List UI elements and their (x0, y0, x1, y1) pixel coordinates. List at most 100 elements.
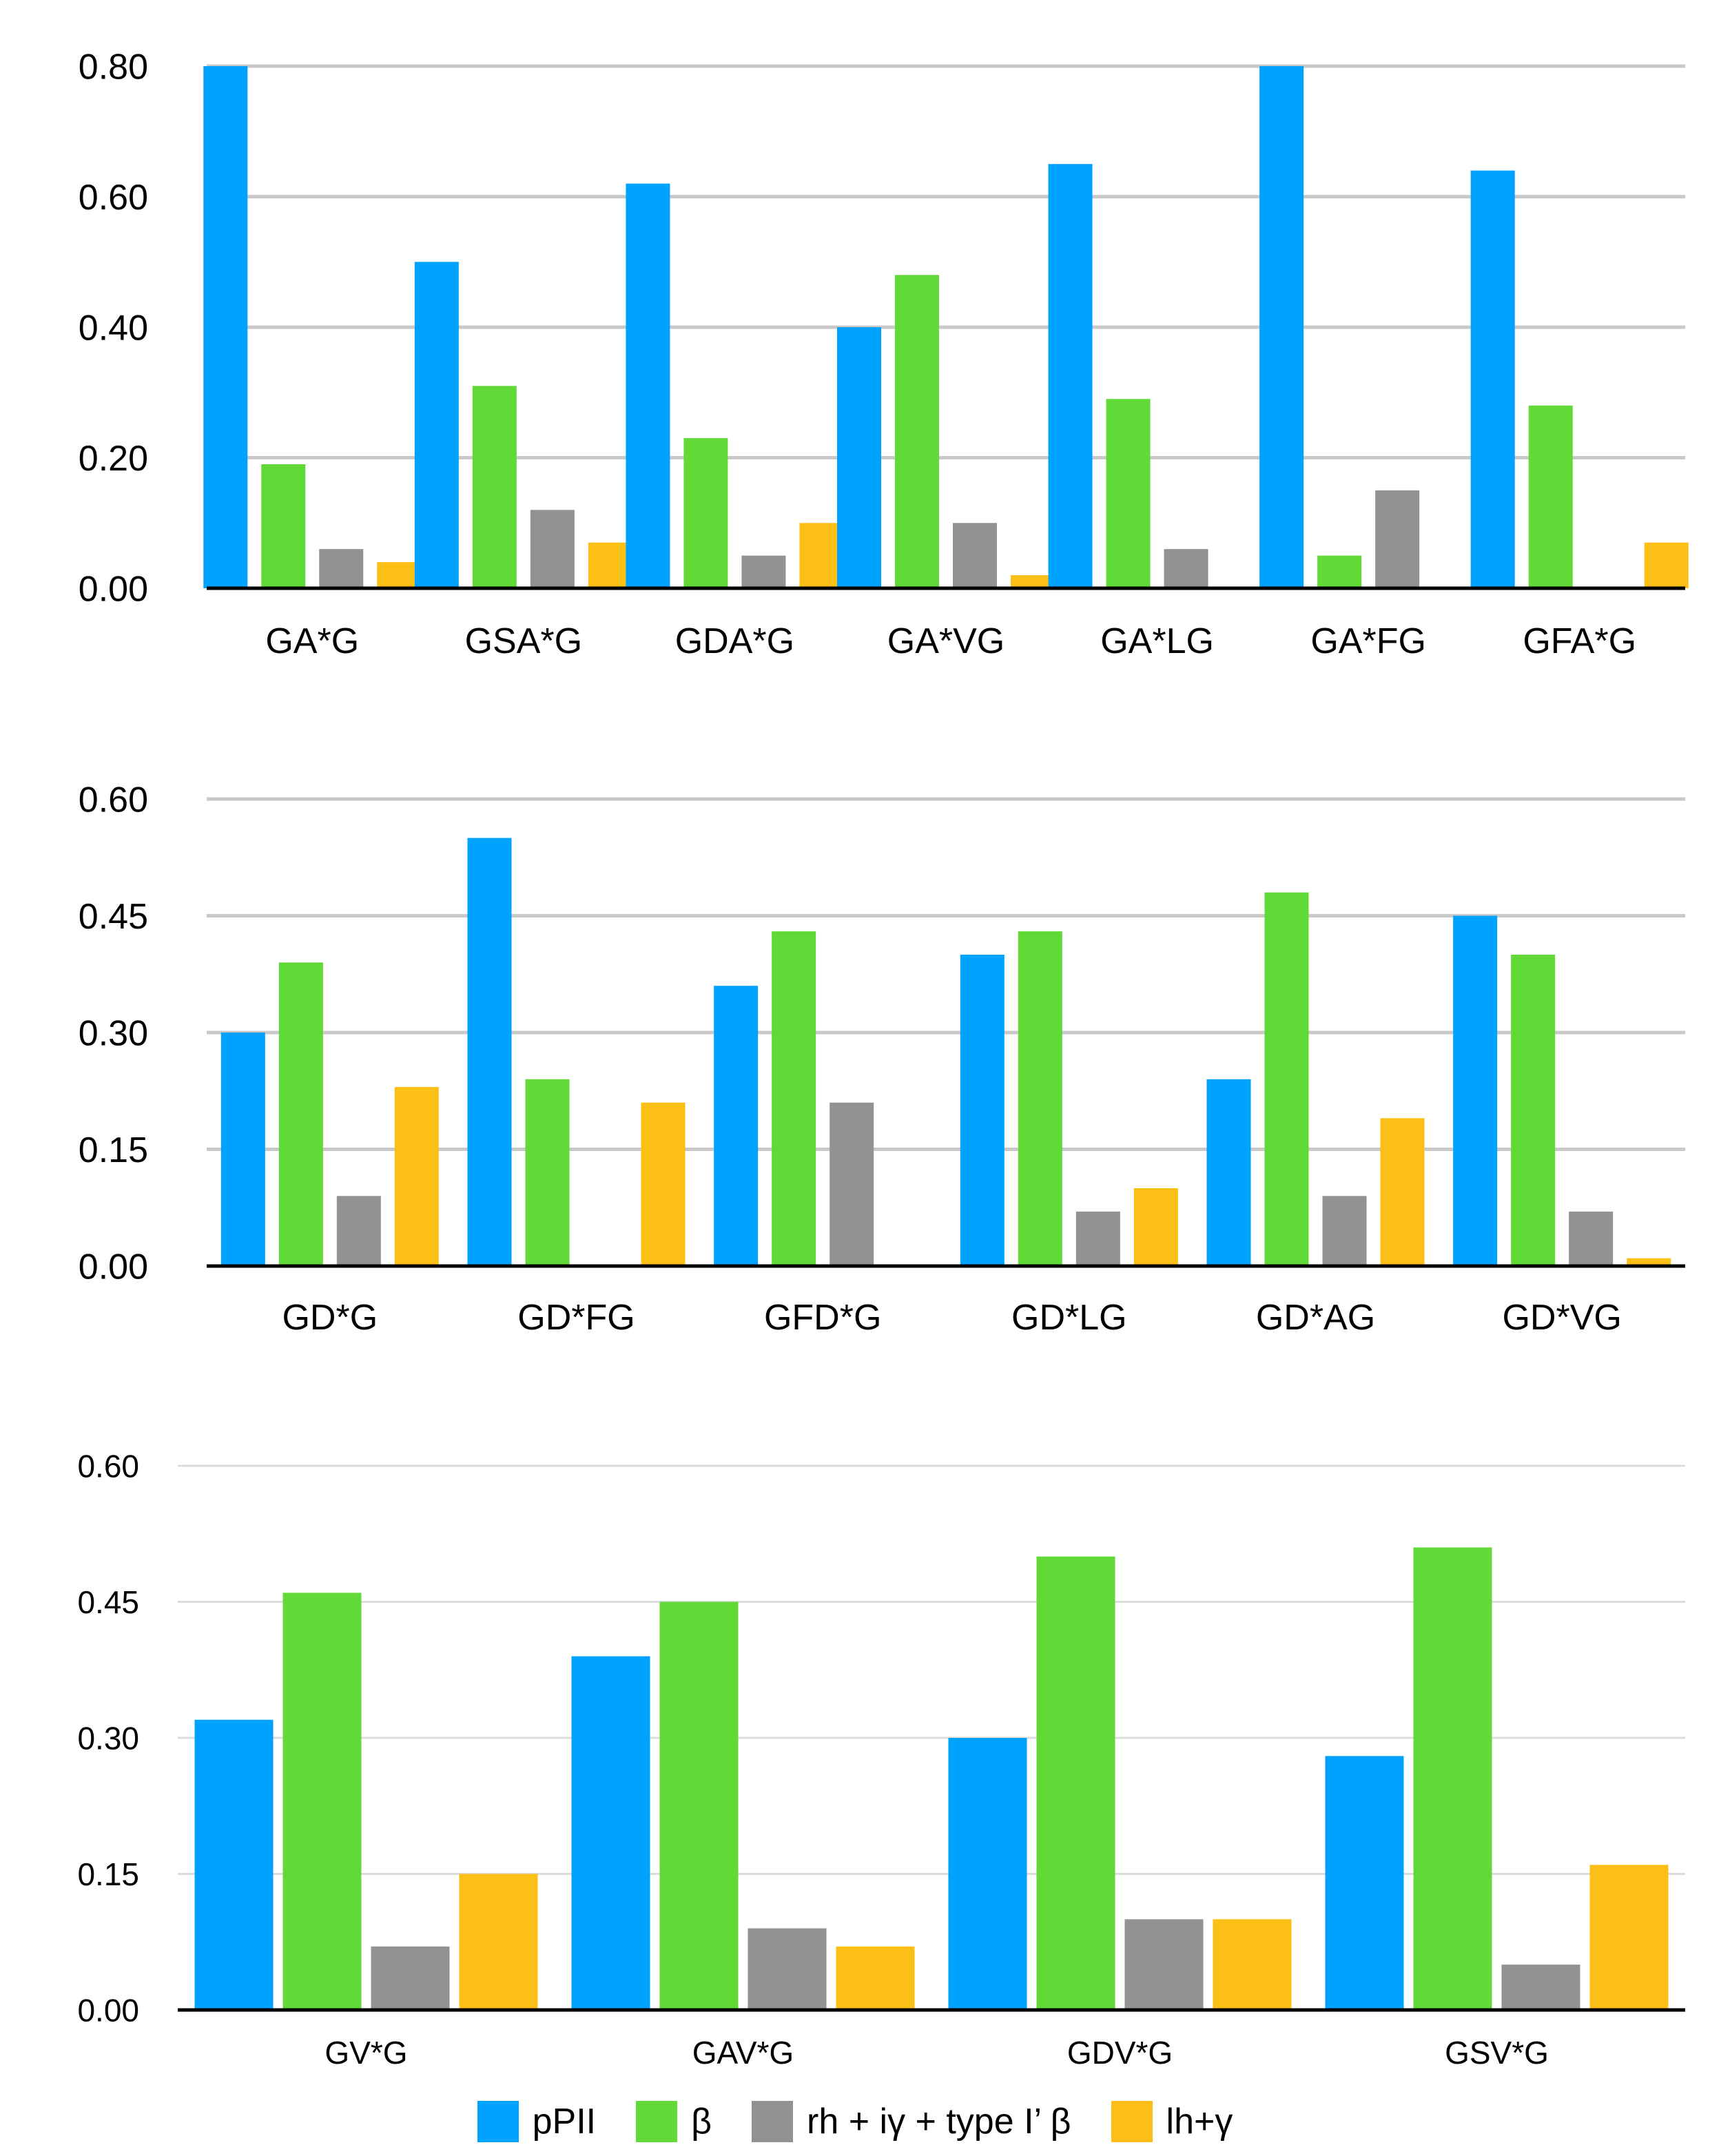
bar-lh-gav-g (836, 1946, 915, 2010)
bar-beta-gav-g (659, 1602, 739, 2010)
x-category-label: GD*AG (1256, 1298, 1375, 1338)
bar-lh-gd-ag (1380, 1118, 1425, 1266)
bar-lh-gd-lg (1133, 1188, 1178, 1266)
bar-lh-gv-g (459, 1874, 538, 2010)
x-category-label: GSA*G (465, 621, 583, 661)
bar-beta-gd-lg (1018, 931, 1062, 1266)
y-tick-label: 0.80 (79, 48, 148, 87)
bar-beta-gsv-g (1413, 1547, 1492, 2010)
bar-ppii-gd-fg (467, 838, 512, 1266)
bar-turn-gsv-g (1501, 1965, 1580, 2010)
y-tick-label: 0.45 (79, 897, 148, 937)
bar-lh-ga-vg (1011, 575, 1055, 588)
legend-swatch-turn (752, 2101, 794, 2142)
legend: pPII β rh + iγ + type I’ β lh+γ (0, 2087, 1710, 2156)
bar-beta-gd-vg (1511, 955, 1556, 1266)
bar-beta-gv-g (282, 1593, 362, 2010)
x-category-label: GAV*G (692, 2035, 794, 2071)
y-tick-label: 0.15 (79, 1130, 148, 1170)
bar-turn-gd-ag (1322, 1196, 1367, 1266)
bar-turn-gav-g (748, 1928, 827, 2010)
y-tick-label: 0.15 (77, 1856, 139, 1892)
bar-beta-gda-g (683, 438, 728, 588)
bar-ppii-gv-g (194, 1719, 274, 2010)
bar-ppii-gsv-g (1325, 1756, 1404, 2010)
bar-turn-gv-g (371, 1946, 450, 2010)
bar-turn-gd-lg (1075, 1211, 1120, 1266)
bar-ppii-gd-vg (1453, 915, 1498, 1266)
y-tick-label: 0.30 (77, 1721, 139, 1756)
y-tick-label: 0.20 (79, 439, 148, 479)
bar-ppii-ga-lg (1048, 164, 1093, 588)
x-category-label: GA*G (265, 621, 359, 661)
bar-ppii-gfd-g (714, 986, 759, 1266)
legend-label-lh: lh+γ (1166, 2102, 1233, 2142)
legend-item-turn: rh + iγ + type I’ β (752, 2101, 1071, 2142)
x-category-label: GA*LG (1100, 621, 1214, 661)
bar-turn-ga-g (319, 549, 364, 588)
x-category-label: GD*VG (1502, 1298, 1621, 1338)
x-category-label: GA*VG (887, 621, 1005, 661)
bar-ppii-ga-vg (837, 327, 881, 588)
bar-beta-gd-fg (525, 1079, 570, 1266)
legend-swatch-beta (636, 2101, 678, 2142)
legend-item-beta: β (636, 2101, 712, 2142)
x-category-label: GDV*G (1067, 2035, 1173, 2071)
legend-label-turn: rh + iγ + type I’ β (807, 2102, 1071, 2142)
y-tick-label: 0.60 (79, 178, 148, 218)
figure-canvas: 0.00 0.20 0.40 0.60 0.80 GA*G GSA*G GDA*G GA*VG G… (77, 48, 1689, 2071)
legend-label-beta: β (691, 2102, 712, 2142)
bar-beta-gfa-g (1528, 405, 1573, 588)
x-category-label: GSV*G (1445, 2035, 1549, 2071)
bar-beta-gsa-g (472, 386, 517, 588)
y-tick-label: 0.30 (79, 1014, 148, 1054)
bar-ppii-gav-g (571, 1656, 650, 2010)
bar-turn-gsa-g (530, 510, 575, 588)
bar-lh-gsa-g (588, 542, 632, 588)
bar-turn-ga-vg (953, 523, 997, 588)
bar-beta-gd-g (278, 962, 323, 1266)
bar-lh-gfa-g (1644, 542, 1689, 588)
bar-turn-gda-g (741, 555, 786, 588)
bar-ppii-gd-lg (960, 955, 1005, 1266)
bar-turn-gfd-g (830, 1102, 874, 1266)
bar-ppii-gsa-g (414, 262, 459, 588)
chart-panel-2: 0.00 0.15 0.30 0.45 0.60 GD*G GD*FG GFD*G GD*LG G… (79, 780, 1685, 1338)
bar-beta-ga-lg (1106, 399, 1151, 588)
x-category-label: GD*LG (1011, 1298, 1127, 1338)
bar-turn-gd-vg (1569, 1211, 1614, 1266)
bar-ppii-gdv-g (948, 1738, 1027, 2010)
bar-turn-gdv-g (1124, 1919, 1204, 2010)
x-category-label: GFD*G (764, 1298, 881, 1338)
y-tick-label: 0.60 (77, 1449, 139, 1484)
bar-ppii-ga-g (203, 66, 248, 588)
bar-ppii-gd-g (220, 1033, 265, 1266)
bar-beta-ga-fg (1317, 555, 1362, 588)
x-category-label: GA*FG (1310, 621, 1426, 661)
bar-lh-gd-fg (641, 1102, 686, 1266)
chart-panel-1: 0.00 0.20 0.40 0.60 0.80 GA*G GSA*G GDA*G GA*VG G… (79, 48, 1689, 661)
legend-item-ppii: pPII (477, 2101, 597, 2142)
bar-beta-ga-g (261, 464, 306, 588)
legend-item-lh: lh+γ (1111, 2101, 1233, 2142)
bar-lh-gdv-g (1213, 1919, 1292, 2010)
y-tick-label: 0.60 (79, 780, 148, 820)
y-tick-label: 0.00 (79, 570, 148, 610)
legend-swatch-lh (1111, 2101, 1153, 2142)
legend-swatch-ppii (477, 2101, 519, 2142)
bar-beta-gdv-g (1036, 1556, 1115, 2010)
x-category-label: GDA*G (675, 621, 794, 661)
bar-lh-gsv-g (1589, 1865, 1669, 2010)
bar-turn-gd-g (336, 1196, 381, 1266)
bar-ppii-gfa-g (1470, 170, 1515, 589)
x-category-label: GFA*G (1523, 621, 1636, 661)
x-category-label: GD*FG (517, 1298, 635, 1338)
bar-ppii-gda-g (626, 183, 670, 588)
bar-turn-ga-lg (1164, 549, 1208, 588)
y-tick-label: 0.00 (77, 1993, 139, 2029)
y-tick-label: 0.00 (79, 1247, 148, 1287)
legend-label-ppii: pPII (532, 2102, 597, 2142)
bar-beta-ga-vg (895, 275, 939, 588)
bar-lh-gd-vg (1627, 1258, 1671, 1266)
bar-beta-gd-ag (1264, 892, 1309, 1266)
